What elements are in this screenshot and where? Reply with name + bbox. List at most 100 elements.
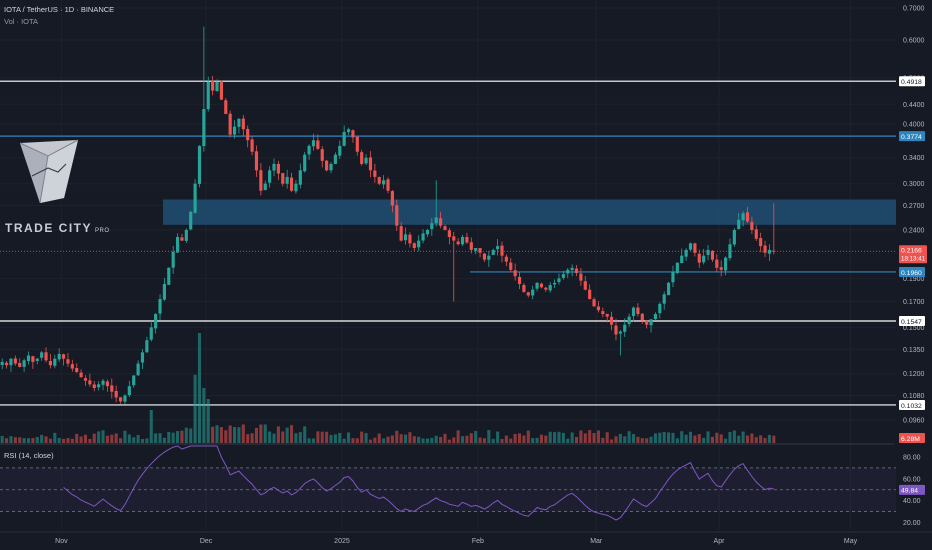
candle — [254, 145, 259, 178]
candle — [754, 225, 758, 241]
volume-indicator-label[interactable]: Vol · IOTA — [4, 17, 39, 26]
volume-bar — [246, 434, 250, 443]
candle — [92, 380, 96, 392]
volume-bar — [684, 434, 688, 443]
candle — [377, 176, 381, 186]
level-price-badge: 0.1547 — [899, 316, 925, 327]
candle — [579, 268, 583, 286]
candle — [241, 114, 245, 136]
candle — [500, 241, 504, 263]
symbol-title[interactable]: IOTA / TetherUS · 1D · BINANCE — [4, 5, 115, 14]
candle — [154, 312, 158, 334]
candle — [658, 302, 662, 319]
volume-bar — [710, 436, 714, 443]
candle — [531, 285, 535, 300]
svg-text:0.1960: 0.1960 — [901, 270, 922, 277]
volume-bar — [404, 434, 408, 443]
resistance-zone — [163, 199, 896, 225]
candle — [767, 244, 772, 262]
candle — [298, 163, 302, 189]
volume-bar — [342, 438, 346, 443]
candle — [697, 249, 701, 268]
candle — [482, 252, 487, 262]
volume-bar — [596, 430, 600, 443]
volume-bar — [390, 435, 394, 443]
volume-bar — [97, 431, 101, 443]
volume-bar — [662, 432, 666, 443]
rsi-tick-label: 40.00 — [903, 498, 921, 505]
candle — [566, 268, 570, 279]
candle — [640, 313, 644, 324]
volume-bar — [311, 438, 316, 443]
candle — [132, 375, 136, 388]
volume-bar — [101, 430, 105, 443]
volume-bar — [158, 433, 162, 443]
svg-text:0.1547: 0.1547 — [901, 319, 922, 326]
volume-bar — [298, 432, 302, 443]
volume-bar — [338, 433, 342, 443]
candle — [688, 242, 693, 252]
candle — [460, 234, 465, 247]
volume-bar — [18, 437, 22, 443]
rsi-indicator-label[interactable]: RSI (14, close) — [4, 451, 54, 460]
time-axis[interactable]: NovDec2025FebMarAprMayJun — [0, 531, 932, 545]
candle — [526, 291, 530, 298]
volume-bar — [347, 432, 351, 443]
volume-bar — [373, 437, 377, 443]
candle — [346, 127, 351, 136]
volume-bar — [171, 432, 175, 443]
candle — [509, 258, 513, 273]
rsi-tick-label: 20.00 — [903, 520, 921, 527]
volume-bars — [0, 333, 776, 443]
volume-bar — [364, 433, 368, 443]
candle — [360, 149, 364, 166]
time-tick-label: Mar — [590, 538, 603, 545]
volume-bar — [531, 438, 535, 443]
volume-bar — [460, 436, 465, 443]
volume-bar — [127, 434, 131, 443]
volume-bar — [250, 433, 254, 443]
volume-bar — [623, 436, 627, 443]
volume-bar — [447, 439, 451, 443]
volume-bar — [763, 437, 767, 443]
volume-bar — [382, 438, 386, 443]
volume-bar — [35, 436, 39, 443]
candle — [390, 189, 394, 213]
candle — [316, 134, 320, 151]
candle — [184, 228, 188, 244]
candle — [403, 227, 408, 245]
volume-bar — [320, 431, 324, 443]
volume-bar — [737, 435, 741, 443]
price-tick-label: 0.0960 — [903, 417, 925, 424]
rsi-tick-label: 80.00 — [903, 454, 921, 461]
volume-bar — [548, 431, 552, 443]
candle — [382, 175, 386, 189]
watermark-suffix: PRO — [95, 228, 110, 234]
level-price-badge: 0.1032 — [899, 399, 925, 410]
candle — [412, 242, 416, 251]
level-price-badge: 0.1960 — [899, 266, 925, 277]
candle — [732, 228, 736, 247]
candle — [206, 76, 210, 112]
rsi-line — [63, 445, 774, 521]
price-axis[interactable]: 0.70000.60000.50000.44000.40000.34000.30… — [899, 6, 927, 528]
price-tick-label: 0.1900 — [903, 276, 925, 283]
price-tick-label: 0.4400 — [903, 102, 925, 109]
volume-bar — [176, 431, 180, 443]
candle — [272, 158, 276, 177]
volume-bar — [750, 433, 754, 443]
volume-bar — [399, 434, 403, 443]
volume-bar — [259, 424, 263, 443]
candle — [311, 133, 316, 151]
candle — [478, 248, 482, 258]
volume-bar — [132, 437, 136, 443]
volume-bar — [92, 433, 96, 443]
candle — [443, 224, 447, 231]
volume-bar — [83, 434, 88, 443]
volume-bar — [509, 438, 513, 443]
candle — [88, 373, 92, 387]
volume-bar — [162, 437, 166, 443]
candle — [53, 354, 57, 369]
candle — [434, 180, 438, 227]
